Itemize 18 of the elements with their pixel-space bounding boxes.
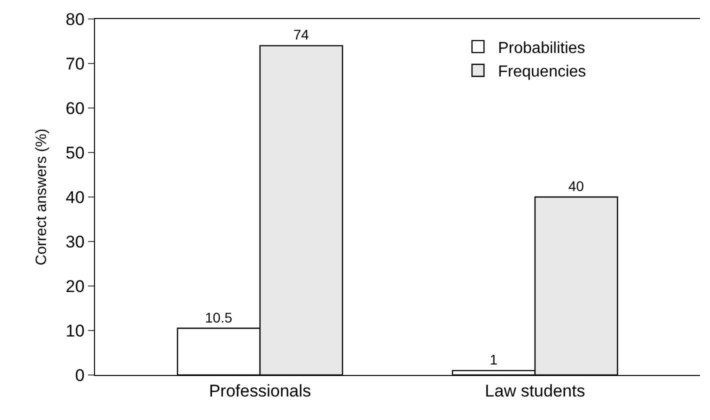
y-tick-label: 10 (66, 321, 85, 340)
legend-label: Frequencies (498, 64, 586, 81)
legend-label: Probabilities (498, 40, 586, 57)
y-tick-label: 20 (66, 276, 85, 296)
y-tick-label: 30 (66, 232, 85, 252)
y-tick-label: 50 (66, 143, 85, 162)
y-tick-label: 60 (66, 98, 85, 118)
data-label: 74 (293, 26, 310, 43)
x-tick-label: Law students (484, 381, 586, 400)
y-tick-label: 80 (66, 10, 85, 29)
y-axis-title: Correct answers (%) (32, 128, 50, 266)
data-label: 10.5 (205, 309, 232, 326)
data-label: 40 (568, 178, 584, 194)
y-tick-label: 40 (66, 188, 85, 207)
y-tick-label: 0 (75, 366, 85, 385)
data-label: 1 (490, 352, 498, 368)
x-tick-label: Professionals (208, 381, 312, 400)
y-tick-label: 70 (66, 54, 85, 74)
